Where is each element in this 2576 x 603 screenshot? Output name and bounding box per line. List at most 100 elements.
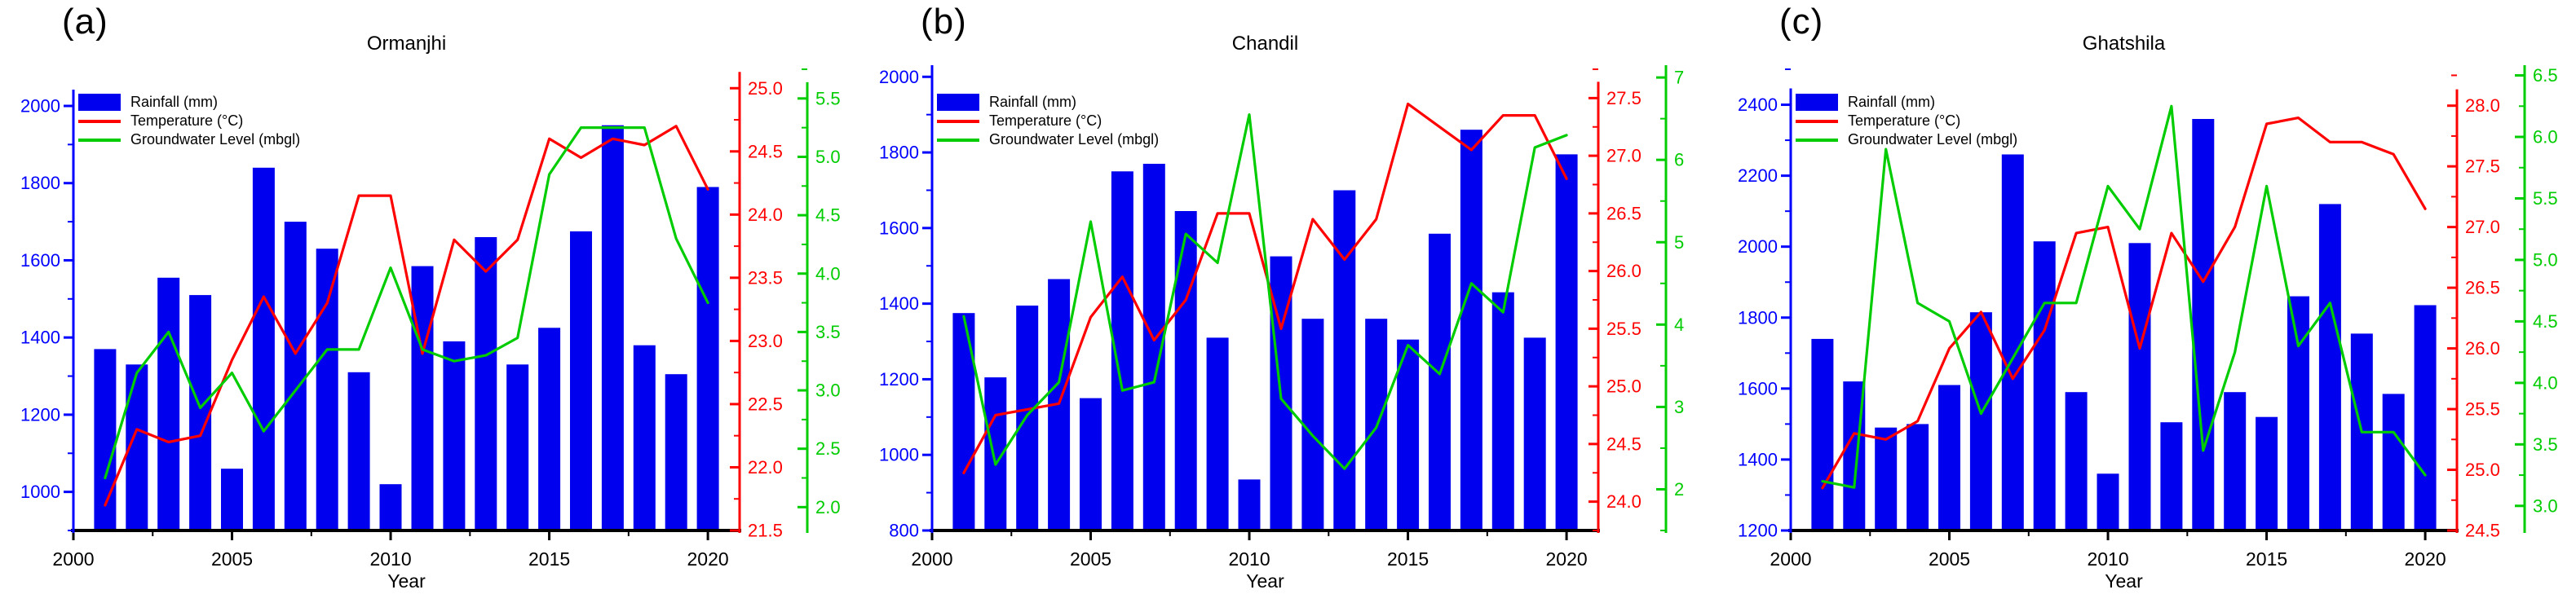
temperature-tick-label: 22.0 <box>748 457 783 478</box>
panel-b: 2000 2005 2010 2015 2020 800 1000 1200 1400 1600 1… <box>859 0 1717 603</box>
temperature-tick-label: 22.5 <box>748 394 783 414</box>
rainfall-bar-2001 <box>1811 338 1834 532</box>
rainfall-bar-2015 <box>1397 339 1420 532</box>
temperature-tick-label: 23.0 <box>748 331 783 351</box>
legend-row-temperature: Temperature (°C) <box>937 112 1159 130</box>
temperature-line <box>962 102 1568 474</box>
rainfall-bar-2009 <box>347 372 370 532</box>
legend-label-groundwater: Groundwater Level (mbgl) <box>130 131 301 147</box>
groundwater-tick-label: 7 <box>1674 68 1684 88</box>
temperature-tick-label: 24.0 <box>1606 491 1641 512</box>
groundwater-line-icon <box>1796 138 1838 142</box>
groundwater-tick-label: 4.0 <box>2533 372 2558 393</box>
rainfall-bar-2015 <box>538 328 561 532</box>
groundwater-tick-label: 3.0 <box>815 381 841 401</box>
groundwater-tick-label: 6 <box>1674 150 1684 170</box>
rainfall-bar-2016 <box>2287 296 2309 532</box>
legend-row-temperature: Temperature (°C) <box>1796 112 2017 130</box>
panel-c-x-axis-label: Year <box>2105 570 2143 592</box>
rainfall-bar-2001 <box>952 313 975 532</box>
rainfall-tick-label: 2400 <box>1738 95 1778 115</box>
temperature-tick-label: 26.5 <box>1606 203 1641 223</box>
rainfall-bar-2006 <box>252 167 275 533</box>
panel-b-legend: Rainfall (mm) Temperature (°C) Groundwat… <box>937 93 1159 149</box>
rainfall-swatch-icon <box>1796 94 1838 111</box>
x-tick-label: 2005 <box>1929 548 1970 570</box>
temperature-line-icon <box>937 119 979 123</box>
legend-label-groundwater: Groundwater Level (mbgl) <box>989 131 1160 147</box>
rainfall-bar-2003 <box>1016 306 1039 532</box>
rainfall-bar-2014 <box>2224 392 2247 532</box>
temperature-line <box>104 125 709 507</box>
x-tick-label: 2010 <box>2087 548 2128 570</box>
groundwater-tick-label: 5.0 <box>2533 249 2558 270</box>
chart-b-canvas: 2000 2005 2010 2015 2020 800 1000 1200 1400 1600 1… <box>879 65 1684 570</box>
rainfall-bar-2010 <box>2097 473 2119 532</box>
temperature-line-icon <box>1796 119 1838 123</box>
rainfall-tick-label: 1400 <box>879 293 919 314</box>
panel-c-letter: (c) <box>1779 2 1824 42</box>
temperature-tick-label: 21.5 <box>748 521 783 541</box>
rainfall-bar-2008 <box>2033 241 2056 532</box>
x-tick-label: 2020 <box>1546 548 1588 570</box>
temperature-tick-label: 25.0 <box>748 78 783 99</box>
chart-c-canvas: 2000 2005 2010 2015 2020 1200 1400 1600 1800 2000… <box>1738 65 2558 570</box>
panel-c-title: Ghatshila <box>2082 33 2166 55</box>
temperature-tick-label: 26.0 <box>1606 261 1641 281</box>
legend-row-rainfall: Rainfall (mm) <box>78 93 300 112</box>
rainfall-tick-label: 1800 <box>20 173 60 193</box>
temperature-tick-label: 27.5 <box>1606 88 1641 108</box>
rainfall-bars <box>952 130 1578 533</box>
x-tick-label: 2015 <box>528 548 570 570</box>
temperature-tick-label: 27.0 <box>2465 217 2500 237</box>
rainfall-tick-label: 1400 <box>1738 449 1778 469</box>
temperature-tick-label: 27.0 <box>1606 146 1641 166</box>
panel-a-letter: (a) <box>62 2 108 42</box>
rainfall-tick-label: 1000 <box>879 445 919 465</box>
x-tick-label: 2015 <box>2246 548 2287 570</box>
rainfall-bar-2017 <box>601 125 624 532</box>
rainfall-tick-label: 1600 <box>1738 378 1778 398</box>
groundwater-tick-label: 2.5 <box>815 438 841 459</box>
panel-b-letter: (b) <box>921 2 967 42</box>
rainfall-axis-ticks: 1000 1200 1400 1600 1800 2000 <box>20 95 73 531</box>
groundwater-tick-label: 3.0 <box>2533 495 2558 516</box>
legend-label-rainfall: Rainfall (mm) <box>989 94 1077 110</box>
rainfall-tick-label: 2000 <box>20 95 60 116</box>
legend-label-temperature: Temperature (°C) <box>1848 112 1961 129</box>
rainfall-bar-2009 <box>1206 337 1229 532</box>
rainfall-tick-label: 1200 <box>20 404 60 425</box>
rainfall-tick-label: 1400 <box>20 328 60 348</box>
legend-label-groundwater: Groundwater Level (mbgl) <box>1848 131 2018 147</box>
x-tick-label: 2000 <box>911 548 952 570</box>
rainfall-bar-2003 <box>157 277 180 532</box>
legend-row-temperature: Temperature (°C) <box>78 112 300 130</box>
rainfall-bar-2006 <box>1969 312 1992 532</box>
temperature-tick-label: 25.5 <box>1606 319 1641 339</box>
rainfall-bar-2016 <box>1429 233 1451 532</box>
temperature-axis-ticks: 24.0 24.5 25.0 25.5 26.0 26.5 27.0 27.5 <box>1588 68 1641 531</box>
temperature-tick-label: 28.0 <box>2465 95 2500 116</box>
rainfall-axis-ticks: 1200 1400 1600 1800 2000 2200 2400 <box>1738 68 1791 541</box>
groundwater-tick-label: 6.5 <box>2533 65 2558 86</box>
groundwater-line-icon <box>937 138 979 142</box>
groundwater-tick-label: 6.0 <box>2533 127 2558 147</box>
rainfall-bar-2019 <box>1523 337 1546 532</box>
chart-a-canvas: 2000 2005 2010 2015 2020 1000 1200 1400 1600 1800… <box>20 68 841 570</box>
temperature-tick-label: 24.5 <box>1606 434 1641 454</box>
groundwater-tick-label: 2.0 <box>815 497 841 517</box>
groundwater-level-line <box>104 126 709 480</box>
groundwater-tick-label: 3.5 <box>815 322 841 342</box>
rainfall-bar-2016 <box>570 231 592 532</box>
legend-row-groundwater: Groundwater Level (mbgl) <box>78 130 300 149</box>
rainfall-bar-2005 <box>1938 385 1960 532</box>
legend-row-rainfall: Rainfall (mm) <box>937 93 1159 112</box>
groundwater-axis-ticks: 3.0 3.5 4.0 4.5 5.0 5.5 6.0 6.5 <box>2515 65 2558 516</box>
groundwater-tick-label: 4.0 <box>815 263 841 284</box>
rainfall-bar-2019 <box>665 374 687 532</box>
x-axis-ticks: 2000 2005 2010 2015 2020 <box>1770 530 2446 570</box>
groundwater-level-line <box>1821 104 2427 489</box>
temperature-tick-label: 27.5 <box>2465 156 2500 177</box>
x-tick-label: 2000 <box>52 548 94 570</box>
